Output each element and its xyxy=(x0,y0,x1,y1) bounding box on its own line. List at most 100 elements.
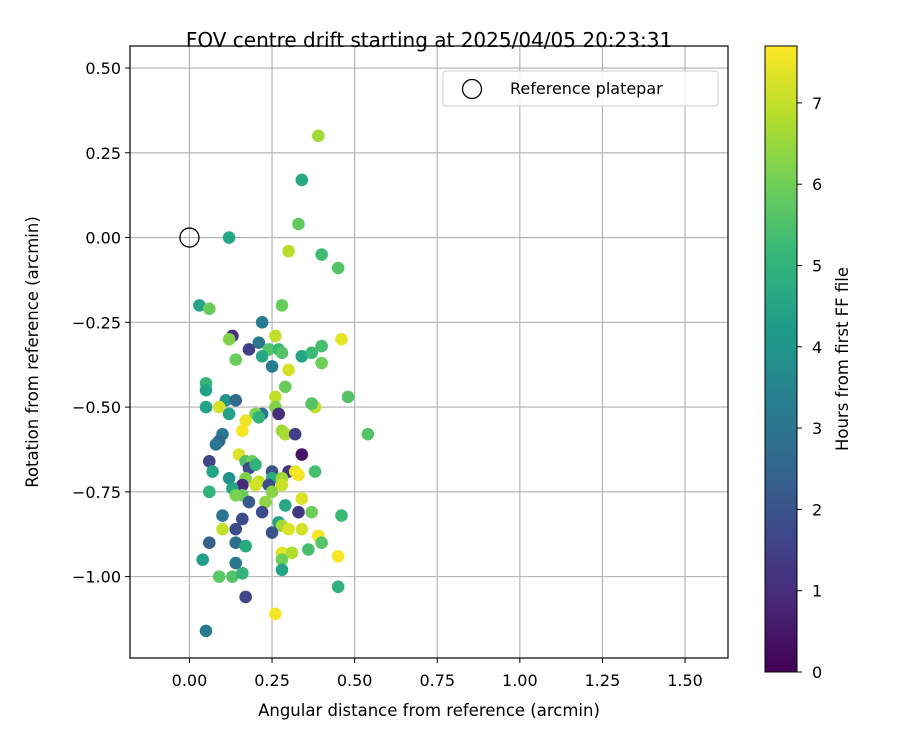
x-tick-label: 0.50 xyxy=(337,671,373,690)
data-point xyxy=(292,468,305,482)
colorbar-tick-label: 2 xyxy=(812,500,822,519)
data-point xyxy=(272,407,285,421)
data-point xyxy=(229,353,243,366)
data-point xyxy=(282,363,295,377)
data-point xyxy=(239,590,252,604)
data-point xyxy=(335,332,348,346)
data-point xyxy=(315,356,328,370)
data-point xyxy=(331,261,345,275)
data-point xyxy=(275,553,289,566)
y-tick-label: 0.25 xyxy=(85,144,121,163)
data-point xyxy=(295,448,309,461)
legend: Reference platepar xyxy=(442,70,719,107)
data-point xyxy=(255,349,269,363)
colorbar-tick-label: 1 xyxy=(812,582,822,601)
colorbar-tick-label: 5 xyxy=(812,257,822,276)
data-point xyxy=(202,302,216,316)
data-point xyxy=(199,624,213,638)
data-point xyxy=(226,570,239,583)
y-tick-label: 0.00 xyxy=(85,229,121,248)
data-point xyxy=(275,299,289,312)
grid xyxy=(130,46,728,658)
data-point xyxy=(361,427,375,441)
data-point xyxy=(229,556,243,570)
data-point xyxy=(236,478,249,492)
data-point xyxy=(295,492,309,505)
data-point xyxy=(249,458,262,472)
data-point xyxy=(295,522,309,536)
data-point xyxy=(193,299,206,312)
data-point xyxy=(255,316,269,329)
chart-title: FOV centre drift starting at 2025/04/05 … xyxy=(186,28,672,52)
data-point xyxy=(229,488,243,502)
data-point xyxy=(199,383,213,397)
x-tick-label: 1.50 xyxy=(667,671,703,690)
data-point xyxy=(249,478,262,492)
data-point xyxy=(229,522,243,536)
data-point xyxy=(229,394,243,407)
y-axis-ticks: 0.50 0.25 0.00 −0.25 −0.50 −0.75 −1.00 xyxy=(72,59,130,587)
y-tick-label: −0.25 xyxy=(72,313,121,332)
legend-box xyxy=(442,70,719,107)
data-point xyxy=(239,539,252,553)
colorbar: 0 1 2 3 4 5 6 7 Hours from first FF file xyxy=(764,45,852,682)
plot-frame xyxy=(129,45,729,659)
data-point xyxy=(275,478,289,492)
data-point xyxy=(212,400,226,414)
data-point xyxy=(278,427,292,441)
data-point xyxy=(308,465,322,478)
data-point xyxy=(202,536,216,550)
data-point xyxy=(312,129,325,143)
data-point xyxy=(295,173,309,187)
data-point xyxy=(222,471,236,485)
x-tick-label: 1.25 xyxy=(585,671,621,690)
colorbar-ticks: 0 1 2 3 4 5 6 7 xyxy=(797,94,822,682)
data-point xyxy=(302,543,315,556)
data-point xyxy=(292,505,305,519)
data-point xyxy=(282,244,295,258)
data-point xyxy=(229,536,243,550)
colorbar-tick-label: 6 xyxy=(812,175,822,194)
data-point xyxy=(199,400,213,414)
data-point xyxy=(305,505,319,519)
data-point xyxy=(236,424,249,438)
data-point xyxy=(305,346,319,360)
data-point xyxy=(202,455,216,468)
data-point xyxy=(216,522,229,536)
data-point xyxy=(216,509,229,522)
x-axis-label: Angular distance from reference (arcmin) xyxy=(258,701,600,720)
data-point xyxy=(209,438,223,451)
data-point xyxy=(222,231,236,244)
legend-label: Reference platepar xyxy=(510,79,663,98)
data-point xyxy=(242,495,256,509)
data-point xyxy=(335,509,348,522)
data-point xyxy=(222,332,236,346)
data-point xyxy=(269,329,282,343)
data-point xyxy=(265,360,279,373)
data-point xyxy=(285,546,299,560)
data-point xyxy=(292,217,305,231)
y-tick-label: −0.75 xyxy=(72,483,121,502)
x-tick-label: 0.25 xyxy=(254,671,290,690)
x-tick-label: 0.75 xyxy=(419,671,455,690)
legend-marker xyxy=(461,78,483,100)
y-tick-label: −1.00 xyxy=(72,568,121,587)
colorbar-label: Hours from first FF file xyxy=(833,267,852,451)
x-axis-ticks: 0.00 0.25 0.50 0.75 1.00 1.25 1.50 xyxy=(172,658,703,690)
x-tick-label: 0.00 xyxy=(172,671,208,690)
data-point xyxy=(269,390,282,404)
y-axis-label: Rotation from reference (arcmin) xyxy=(23,216,42,488)
colorbar-tick-label: 0 xyxy=(812,663,822,682)
data-point xyxy=(278,499,292,512)
data-point xyxy=(275,563,289,577)
data-point xyxy=(196,553,209,566)
data-point xyxy=(259,495,272,509)
data-point xyxy=(202,485,216,499)
data-point xyxy=(239,414,252,427)
colorbar-tick-label: 3 xyxy=(812,419,822,438)
data-point xyxy=(315,536,328,550)
data-point xyxy=(288,427,302,441)
data-points xyxy=(179,129,375,638)
reference-point xyxy=(179,227,200,248)
